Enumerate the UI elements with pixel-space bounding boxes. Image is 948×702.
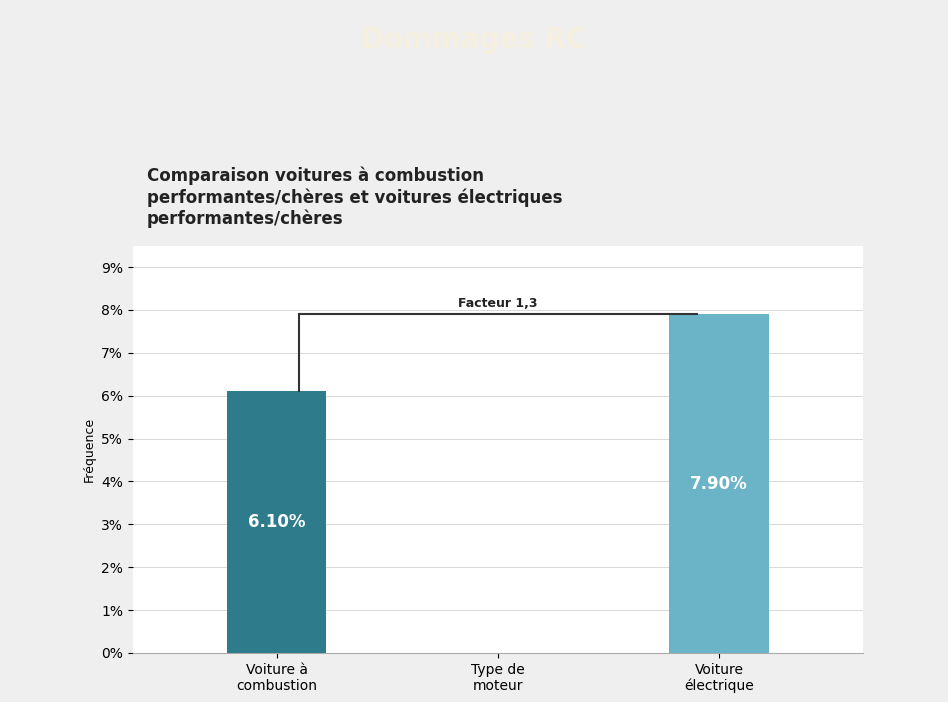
Text: 7.90%: 7.90% xyxy=(690,475,748,493)
Bar xyxy=(227,392,326,653)
Bar xyxy=(669,314,769,653)
Text: 6.10%: 6.10% xyxy=(247,513,305,531)
Text: Facteur 1,3: Facteur 1,3 xyxy=(458,297,538,310)
Text: Comparaison voitures à combustion
performantes/chères et voitures électriques
pe: Comparaison voitures à combustion perfor… xyxy=(147,167,562,228)
Text: Dommages RC: Dommages RC xyxy=(361,27,587,54)
Y-axis label: Fréquence: Fréquence xyxy=(82,417,96,482)
